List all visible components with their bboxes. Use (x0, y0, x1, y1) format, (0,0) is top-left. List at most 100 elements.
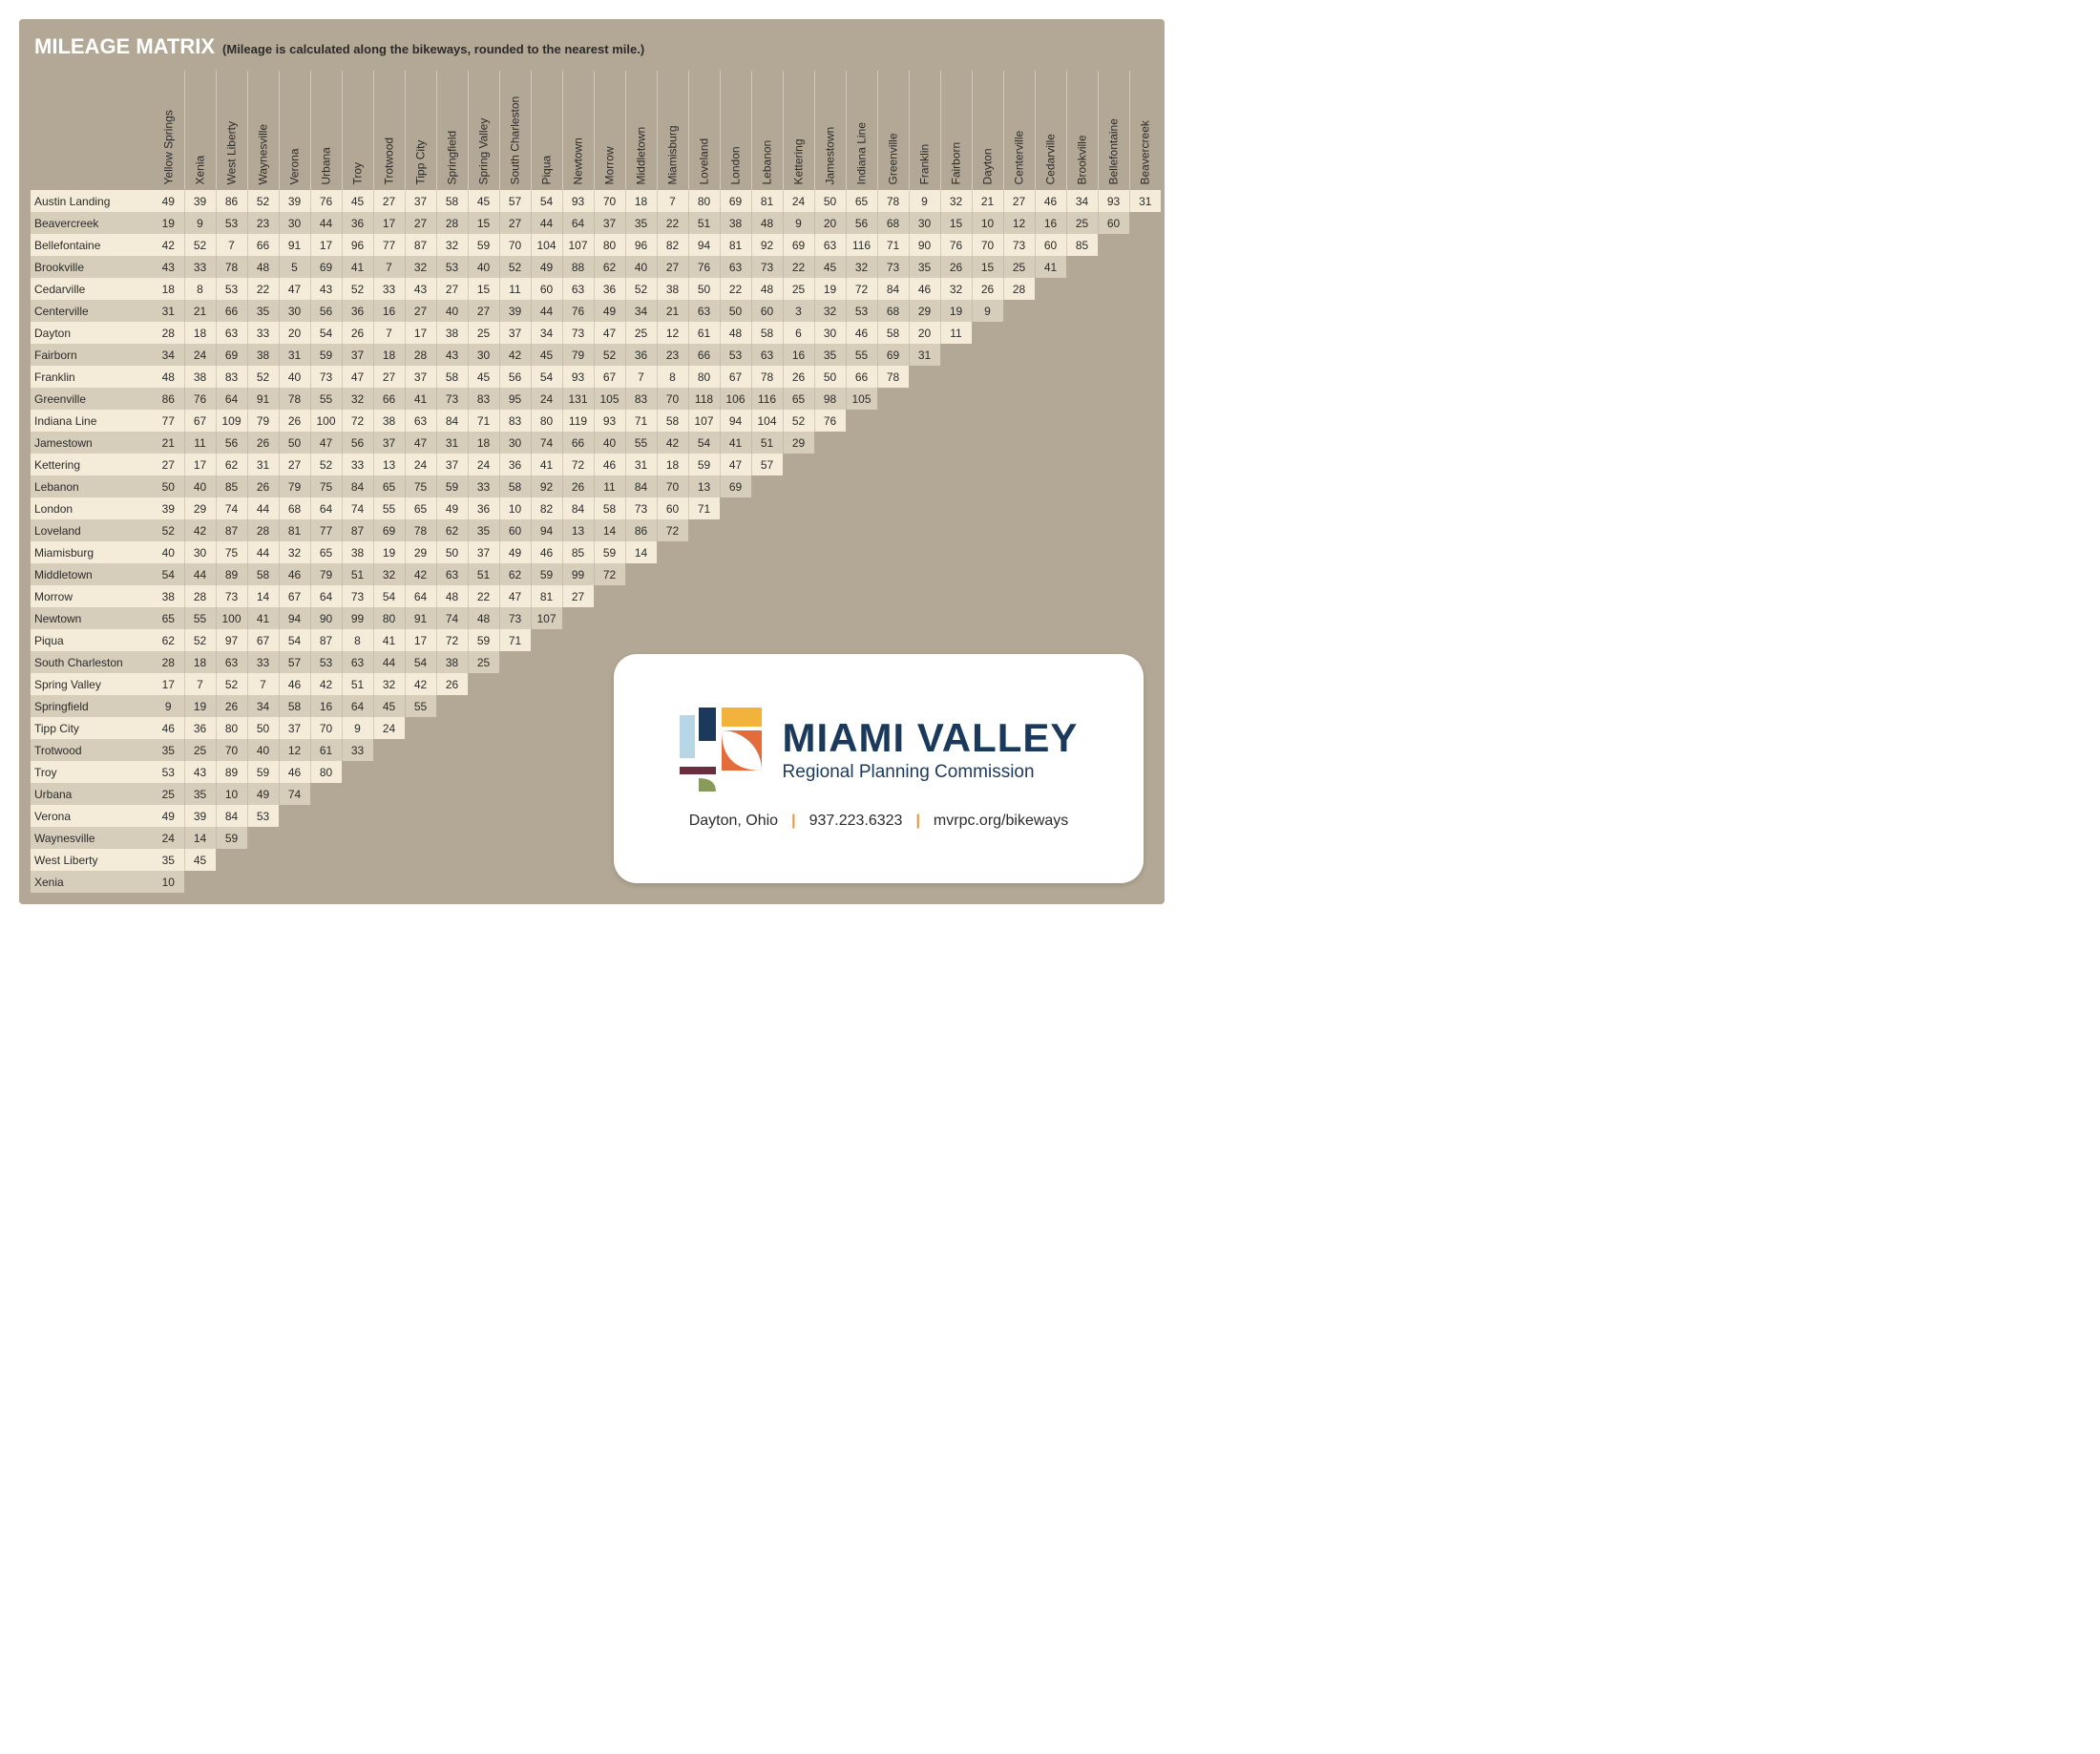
col-header: West Liberty (216, 71, 247, 190)
table-cell: 33 (342, 454, 373, 475)
table-cell: 38 (153, 585, 184, 607)
table-cell: 26 (247, 432, 279, 454)
table-cell: 79 (310, 563, 342, 585)
table-cell: 26 (940, 256, 972, 278)
table-cell: 31 (1129, 190, 1161, 212)
table-cell: 53 (247, 805, 279, 827)
table-cell: 52 (153, 519, 184, 541)
table-cell: 58 (436, 190, 468, 212)
table-cell: 14 (625, 541, 657, 563)
logo-sub-text: Regional Planning Commission (783, 762, 1079, 783)
table-cell: 32 (940, 190, 972, 212)
divider-icon: | (791, 813, 795, 830)
table-cell: 37 (405, 366, 436, 388)
col-header: Jamestown (814, 71, 846, 190)
table-cell: 27 (279, 454, 310, 475)
col-header: South Charleston (499, 71, 531, 190)
row-label: Brookville (31, 256, 153, 278)
table-cell: 46 (909, 278, 940, 300)
table-cell: 55 (405, 695, 436, 717)
table-cell: 10 (972, 212, 1003, 234)
table-cell: 7 (373, 322, 405, 344)
table-cell: 56 (342, 432, 373, 454)
table-cell: 96 (625, 234, 657, 256)
table-cell: 57 (279, 651, 310, 673)
table-cell: 63 (562, 278, 594, 300)
table-cell: 18 (184, 322, 216, 344)
table-cell: 58 (499, 475, 531, 497)
table-cell: 32 (373, 563, 405, 585)
col-header: Cedarville (1035, 71, 1066, 190)
table-cell: 38 (247, 344, 279, 366)
table-cell: 27 (405, 212, 436, 234)
table-cell: 84 (342, 475, 373, 497)
table-cell: 53 (310, 651, 342, 673)
table-cell: 22 (720, 278, 751, 300)
table-cell: 63 (216, 651, 247, 673)
row-label: Tipp City (31, 717, 153, 739)
table-cell: 64 (405, 585, 436, 607)
table-cell: 54 (373, 585, 405, 607)
table-cell: 35 (814, 344, 846, 366)
table-cell: 79 (562, 344, 594, 366)
table-cell: 48 (468, 607, 499, 629)
table-cell: 18 (153, 278, 184, 300)
table-cell: 116 (846, 234, 877, 256)
table-cell: 50 (436, 541, 468, 563)
table-cell: 35 (247, 300, 279, 322)
table-cell: 11 (499, 278, 531, 300)
table-cell: 35 (625, 212, 657, 234)
table-cell: 30 (279, 212, 310, 234)
table-cell: 52 (247, 366, 279, 388)
table-cell: 35 (153, 849, 184, 871)
table-cell: 92 (531, 475, 562, 497)
table-cell: 68 (877, 300, 909, 322)
table-cell: 52 (499, 256, 531, 278)
table-cell: 41 (247, 607, 279, 629)
table-cell: 62 (499, 563, 531, 585)
table-cell: 81 (279, 519, 310, 541)
table-cell: 41 (531, 454, 562, 475)
table-cell: 34 (247, 695, 279, 717)
table-cell: 43 (153, 256, 184, 278)
table-cell: 37 (436, 454, 468, 475)
table-cell: 58 (751, 322, 783, 344)
col-header: Springfield (436, 71, 468, 190)
table-cell: 18 (468, 432, 499, 454)
mvrpc-logo-icon (680, 708, 766, 793)
table-cell: 45 (814, 256, 846, 278)
table-cell: 65 (310, 541, 342, 563)
table-cell: 60 (751, 300, 783, 322)
col-header: Lebanon (751, 71, 783, 190)
table-cell: 93 (594, 410, 625, 432)
table-cell: 89 (216, 563, 247, 585)
table-cell: 28 (436, 212, 468, 234)
table-cell: 25 (468, 651, 499, 673)
table-cell: 23 (657, 344, 688, 366)
row-label: Loveland (31, 519, 153, 541)
table-cell: 69 (310, 256, 342, 278)
table-cell: 59 (216, 827, 247, 849)
table-cell: 80 (688, 190, 720, 212)
table-cell: 27 (657, 256, 688, 278)
col-header: Piqua (531, 71, 562, 190)
table-cell: 83 (625, 388, 657, 410)
table-cell: 14 (594, 519, 625, 541)
table-cell: 23 (247, 212, 279, 234)
table-cell: 13 (688, 475, 720, 497)
table-cell: 9 (909, 190, 940, 212)
table-cell: 46 (846, 322, 877, 344)
table-cell: 25 (184, 739, 216, 761)
table-cell: 73 (216, 585, 247, 607)
table-cell: 45 (184, 849, 216, 871)
table-cell: 53 (153, 761, 184, 783)
col-header: Bellefontaine (1098, 71, 1129, 190)
table-cell: 36 (184, 717, 216, 739)
table-cell: 76 (562, 300, 594, 322)
table-cell: 14 (247, 585, 279, 607)
table-cell: 40 (279, 366, 310, 388)
col-header: Indiana Line (846, 71, 877, 190)
table-cell: 66 (247, 234, 279, 256)
table-cell: 42 (310, 673, 342, 695)
table-cell: 33 (468, 475, 499, 497)
